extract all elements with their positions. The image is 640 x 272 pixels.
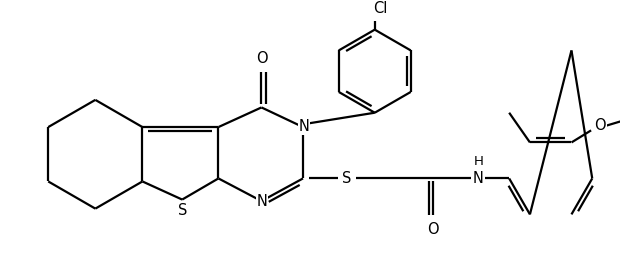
Text: Cl: Cl: [373, 1, 387, 16]
Text: N: N: [257, 194, 268, 209]
Text: O: O: [255, 51, 268, 66]
Text: S: S: [179, 203, 188, 218]
Text: S: S: [342, 171, 351, 186]
Text: N: N: [473, 171, 484, 186]
Text: N: N: [298, 119, 309, 134]
Text: H: H: [473, 155, 483, 168]
Text: O: O: [427, 221, 438, 237]
Text: O: O: [595, 118, 606, 133]
